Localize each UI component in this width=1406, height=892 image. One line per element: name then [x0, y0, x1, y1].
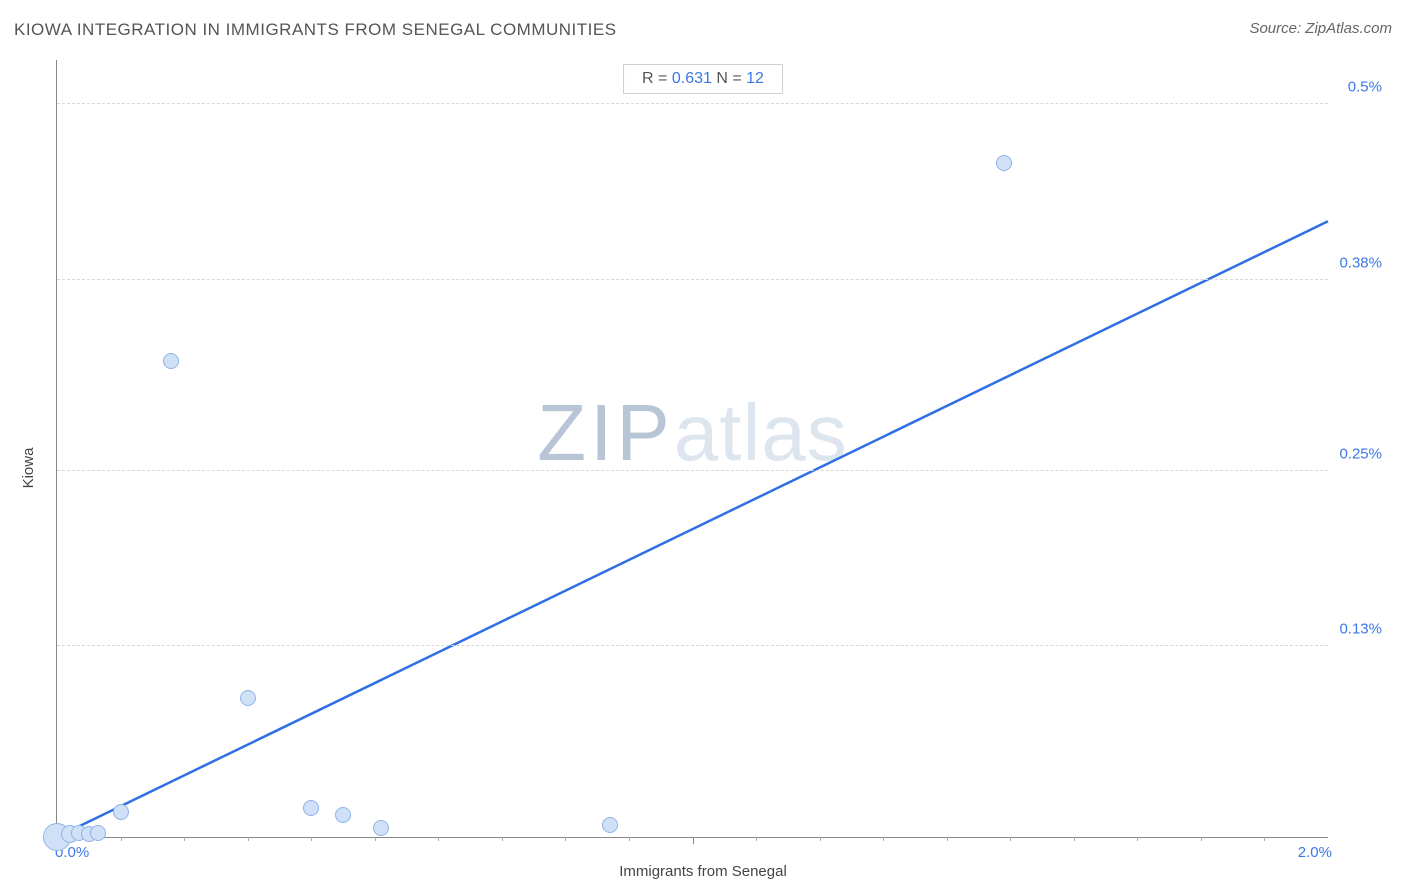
gridline [57, 470, 1328, 471]
x-max-label: 2.0% [1298, 844, 1332, 861]
scatter-point [90, 825, 106, 841]
x-tick-major [693, 837, 694, 844]
x-tick-minor [883, 837, 884, 841]
y-tick-label: 0.13% [1339, 621, 1382, 638]
x-tick-minor [1010, 837, 1011, 841]
x-tick-minor [311, 837, 312, 841]
y-tick-label: 0.38% [1339, 254, 1382, 271]
x-tick-minor [121, 837, 122, 841]
x-tick-minor [947, 837, 948, 841]
x-tick-minor [629, 837, 630, 841]
x-tick-minor [1201, 837, 1202, 841]
r-label: R = [642, 70, 672, 87]
gridline [57, 645, 1328, 646]
x-tick-minor [1074, 837, 1075, 841]
scatter-point [303, 800, 319, 816]
gridline [57, 279, 1328, 280]
stats-box: R = 0.631 N = 12 [623, 64, 783, 94]
scatter-point [163, 353, 179, 369]
x-tick-minor [1137, 837, 1138, 841]
x-tick-minor [375, 837, 376, 841]
scatter-point [335, 807, 351, 823]
x-tick-minor [756, 837, 757, 841]
gridline [57, 103, 1328, 104]
x-tick-minor [1264, 837, 1265, 841]
regression-line [57, 221, 1328, 837]
scatter-point [602, 817, 618, 833]
y-axis-label: Kiowa [20, 448, 37, 489]
scatter-point [113, 804, 129, 820]
scatter-point [996, 155, 1012, 171]
y-tick-label: 0.25% [1339, 445, 1382, 462]
x-axis-label: Immigrants from Senegal [619, 863, 787, 880]
regression-line-svg [57, 60, 1328, 837]
chart-title: KIOWA INTEGRATION IN IMMIGRANTS FROM SEN… [14, 20, 617, 39]
chart-container: R = 0.631 N = 12 Kiowa Immigrants from S… [14, 58, 1392, 878]
y-tick-label: 0.5% [1348, 78, 1382, 95]
x-tick-minor [820, 837, 821, 841]
x-tick-minor [184, 837, 185, 841]
n-value: 12 [746, 70, 764, 87]
chart-header: KIOWA INTEGRATION IN IMMIGRANTS FROM SEN… [14, 20, 1392, 50]
x-tick-minor [438, 837, 439, 841]
x-tick-minor [565, 837, 566, 841]
scatter-point [373, 820, 389, 836]
x-tick-minor [248, 837, 249, 841]
r-value: 0.631 [672, 70, 712, 87]
plot-area: ZIPatlas 0.0% 2.0% 0.13%0.25%0.38%0.5% [56, 60, 1328, 838]
n-label: N = [716, 70, 746, 87]
scatter-point [240, 690, 256, 706]
chart-source: Source: ZipAtlas.com [1249, 20, 1392, 37]
x-tick-minor [502, 837, 503, 841]
